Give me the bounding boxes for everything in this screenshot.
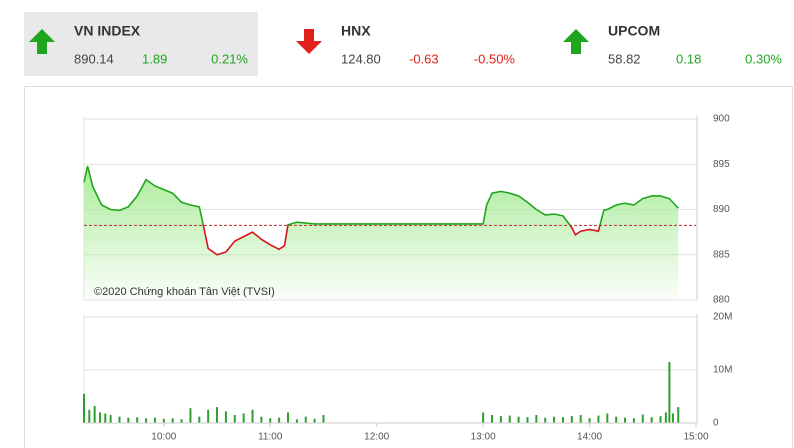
arrow-up [29,29,55,54]
volume-bar [189,408,192,423]
volume-bar [207,409,210,423]
volume-bar [233,415,236,423]
volume-bar [561,417,564,423]
volume-bar [641,414,644,423]
volume-bar [98,412,101,423]
x-tick-label: 13:00 [471,432,496,443]
volume-bar [526,417,529,423]
arrow-down [296,29,322,54]
index-value: 890.14 [74,51,114,66]
volume-bar [260,416,263,423]
volume-bar [278,417,281,423]
volume-bar [570,416,573,423]
index-name: VN INDEX [74,23,141,39]
volume-bar [499,416,502,423]
volume-bar [295,419,298,423]
volume-bar [659,416,662,423]
y-tick-label: 890 [713,204,730,215]
volume-bar [508,415,511,423]
volume-bar [668,362,671,423]
volume-bar [224,411,227,423]
volume-bar [313,418,316,423]
index-item[interactable]: VN INDEX 890.14 1.89 0.21% [24,12,258,76]
index-name: HNX [341,23,371,39]
index-percent: 0.30% [745,51,782,66]
volume-bar [588,418,591,423]
index-item[interactable]: HNX 124.80 -0.63 -0.50% [296,23,515,67]
volume-bar [83,393,85,423]
volume-bar [304,416,307,423]
index-item[interactable]: UPCOM 58.82 0.18 0.30% [563,23,782,67]
volume-bar [269,418,272,423]
y-tick-label: 10M [713,365,732,376]
x-tick-label: 10:00 [151,432,176,443]
x-tick-label: 11:00 [258,432,283,443]
volume-bar [242,413,245,423]
header: VN INDEX 890.14 1.89 0.21% HNX 124.80 -0.63 -0.… [24,12,782,76]
volume-bar [664,412,667,423]
volume-bar [553,416,556,423]
volume-bar [322,415,325,423]
watermark: ©2020 Chứng khoán Tân Việt (TVSI) [94,286,275,298]
volume-bar [180,419,183,423]
volume-bar [597,415,600,423]
volume-bar [482,412,485,423]
volume-bar [145,418,148,423]
volume-bar [251,409,254,423]
volume-bar [109,415,112,423]
x-tick-label: 12:00 [364,432,389,443]
volume-bar [287,412,289,423]
y-tick-label: 895 [713,159,730,170]
volume-bar [153,417,156,423]
volume-bar [632,418,635,423]
volume-bar [650,417,653,423]
volume-bar [491,415,493,423]
area [84,166,679,300]
volume-bar [127,417,130,423]
volume-bar [162,418,165,423]
volume-bar [579,415,582,423]
volume-bar [535,415,538,423]
selected-bg [24,12,258,76]
volume-bar [198,416,201,423]
y-tick-label: 0 [713,418,719,429]
price-line [83,165,679,256]
volume-bar [671,413,674,423]
volume-bar [624,417,627,423]
y-tick-label: 900 [713,114,730,125]
volume-bar [118,416,121,423]
y-tick-label: 880 [713,295,730,306]
index-value: 124.80 [341,51,381,66]
x-tick-label: 14:00 [577,432,602,443]
volume-bar [606,413,609,423]
y-tick-label: 20M [713,312,732,323]
volume-bar [171,418,174,423]
volume-bar [517,416,520,423]
volume-bar [88,409,91,423]
volume-bar [93,406,96,423]
index-percent: -0.50% [474,51,516,66]
volume-bar [104,413,107,423]
index-value: 58.82 [608,51,641,66]
volume-bar [615,416,618,423]
volume-bar [136,417,139,423]
x-tick-label: 15:00 [683,432,708,443]
plots: 880 885 890 895 900 0 10M 20M 10:00 11:00 12:00 13:… [83,114,732,443]
index-name: UPCOM [608,23,660,39]
volume-bar [544,417,547,423]
index-percent: 0.21% [211,51,248,66]
index-change: 0.18 [676,51,701,66]
volume-bar [216,407,219,423]
volume-bar [677,407,680,423]
y-tick-label: 885 [713,249,730,260]
index-change: -0.63 [409,51,439,66]
index-change: 1.89 [142,51,167,66]
arrow-up [563,29,589,54]
